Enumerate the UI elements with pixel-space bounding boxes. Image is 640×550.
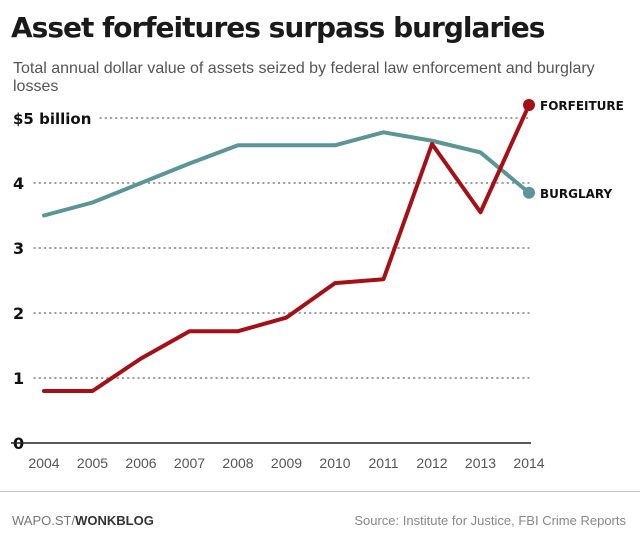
x-tick-label: 2012 <box>416 455 447 471</box>
x-tick-label: 2007 <box>174 455 205 471</box>
burglary-series-label: BURGLARY <box>540 187 612 201</box>
burglary-line <box>42 130 531 218</box>
y-tick-label: 3 <box>13 239 24 258</box>
credit-section: WONKBLOG <box>75 513 154 528</box>
footer-divider <box>0 491 640 492</box>
x-tick-label: 2006 <box>125 455 156 471</box>
grid-lines <box>33 117 530 379</box>
chart-subtitle: Total annual dollar value of assets seiz… <box>13 60 595 95</box>
x-tick-label: 2009 <box>271 455 302 471</box>
burglary-end-point <box>523 186 535 199</box>
y-tick-label: 1 <box>13 369 24 388</box>
x-tick-label: 2014 <box>513 455 544 471</box>
x-tick-label: 2010 <box>319 455 350 471</box>
x-tick-label: 2008 <box>222 455 253 471</box>
x-tick-label: 2005 <box>77 455 108 471</box>
credit-site: WAPO.ST <box>12 513 72 528</box>
y-tick-label: 4 <box>13 174 24 193</box>
footer-credit: WAPO.ST/WONKBLOG <box>12 513 154 528</box>
series-labels: BURGLARY FORFEITURE <box>540 99 624 201</box>
forfeiture-end-point <box>523 99 535 111</box>
forfeiture-line <box>42 103 531 393</box>
source-note: Source: Institute for Justice, FBI Crime… <box>354 513 626 528</box>
credit-separator: / <box>71 513 76 528</box>
forfeiture-series-label: FORFEITURE <box>540 99 624 113</box>
y-tick-label: $5 billion <box>13 110 91 128</box>
y-tick-label: 2 <box>13 304 24 323</box>
series-lines <box>42 99 535 393</box>
x-tick-label: 2011 <box>368 455 398 471</box>
chart-title: Asset forfeitures surpass burglaries <box>11 11 545 44</box>
x-tick-label: 2013 <box>465 455 496 471</box>
x-tick-label: 2004 <box>28 455 59 471</box>
